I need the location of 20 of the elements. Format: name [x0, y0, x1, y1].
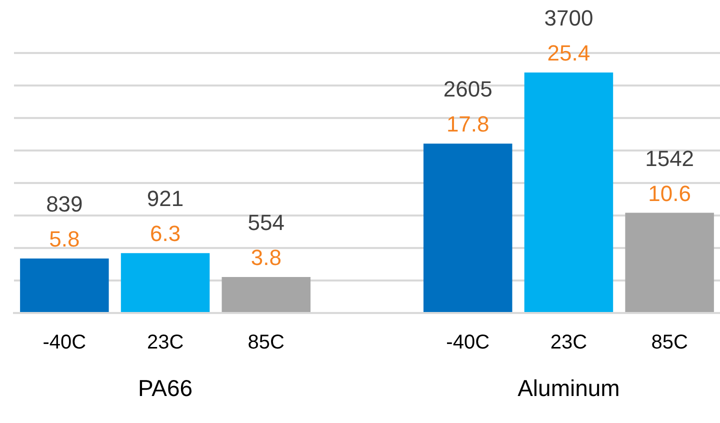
bar — [524, 72, 614, 312]
data-label: 2605 17.8 — [443, 76, 492, 137]
data-label: 921 6.3 — [146, 186, 184, 246]
data-label: 554 3.8 — [248, 210, 284, 270]
bar — [625, 212, 714, 312]
bar — [423, 144, 512, 312]
bar — [20, 258, 109, 312]
x-tick-label: -40C — [446, 332, 490, 354]
data-label: 839 5.8 — [46, 191, 83, 252]
bar — [222, 276, 311, 312]
x-tick-label: 85C — [248, 332, 284, 354]
text: Aluminum — [518, 375, 620, 401]
x-tick-label: -40C — [42, 332, 86, 354]
data-label: 3700 25.4 — [544, 6, 594, 66]
bar — [120, 253, 210, 312]
text: PA66 — [138, 375, 193, 401]
x-tick-label: 23C — [146, 332, 184, 354]
x-tick-label: 23C — [550, 332, 588, 354]
data-label: 1542 10.6 — [645, 146, 694, 206]
x-tick-label: 85C — [651, 332, 688, 354]
